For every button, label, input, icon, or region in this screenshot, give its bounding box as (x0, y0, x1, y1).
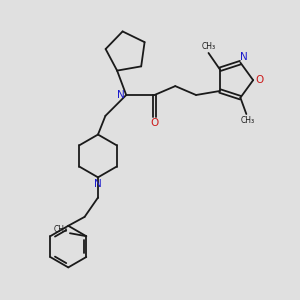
Text: O: O (150, 118, 159, 128)
Text: O: O (256, 75, 264, 85)
Text: CH₃: CH₃ (201, 42, 216, 51)
Text: N: N (239, 52, 247, 62)
Text: N: N (117, 90, 125, 100)
Text: CH₃: CH₃ (241, 116, 255, 125)
Text: N: N (94, 179, 102, 189)
Text: CH₃: CH₃ (54, 225, 68, 234)
